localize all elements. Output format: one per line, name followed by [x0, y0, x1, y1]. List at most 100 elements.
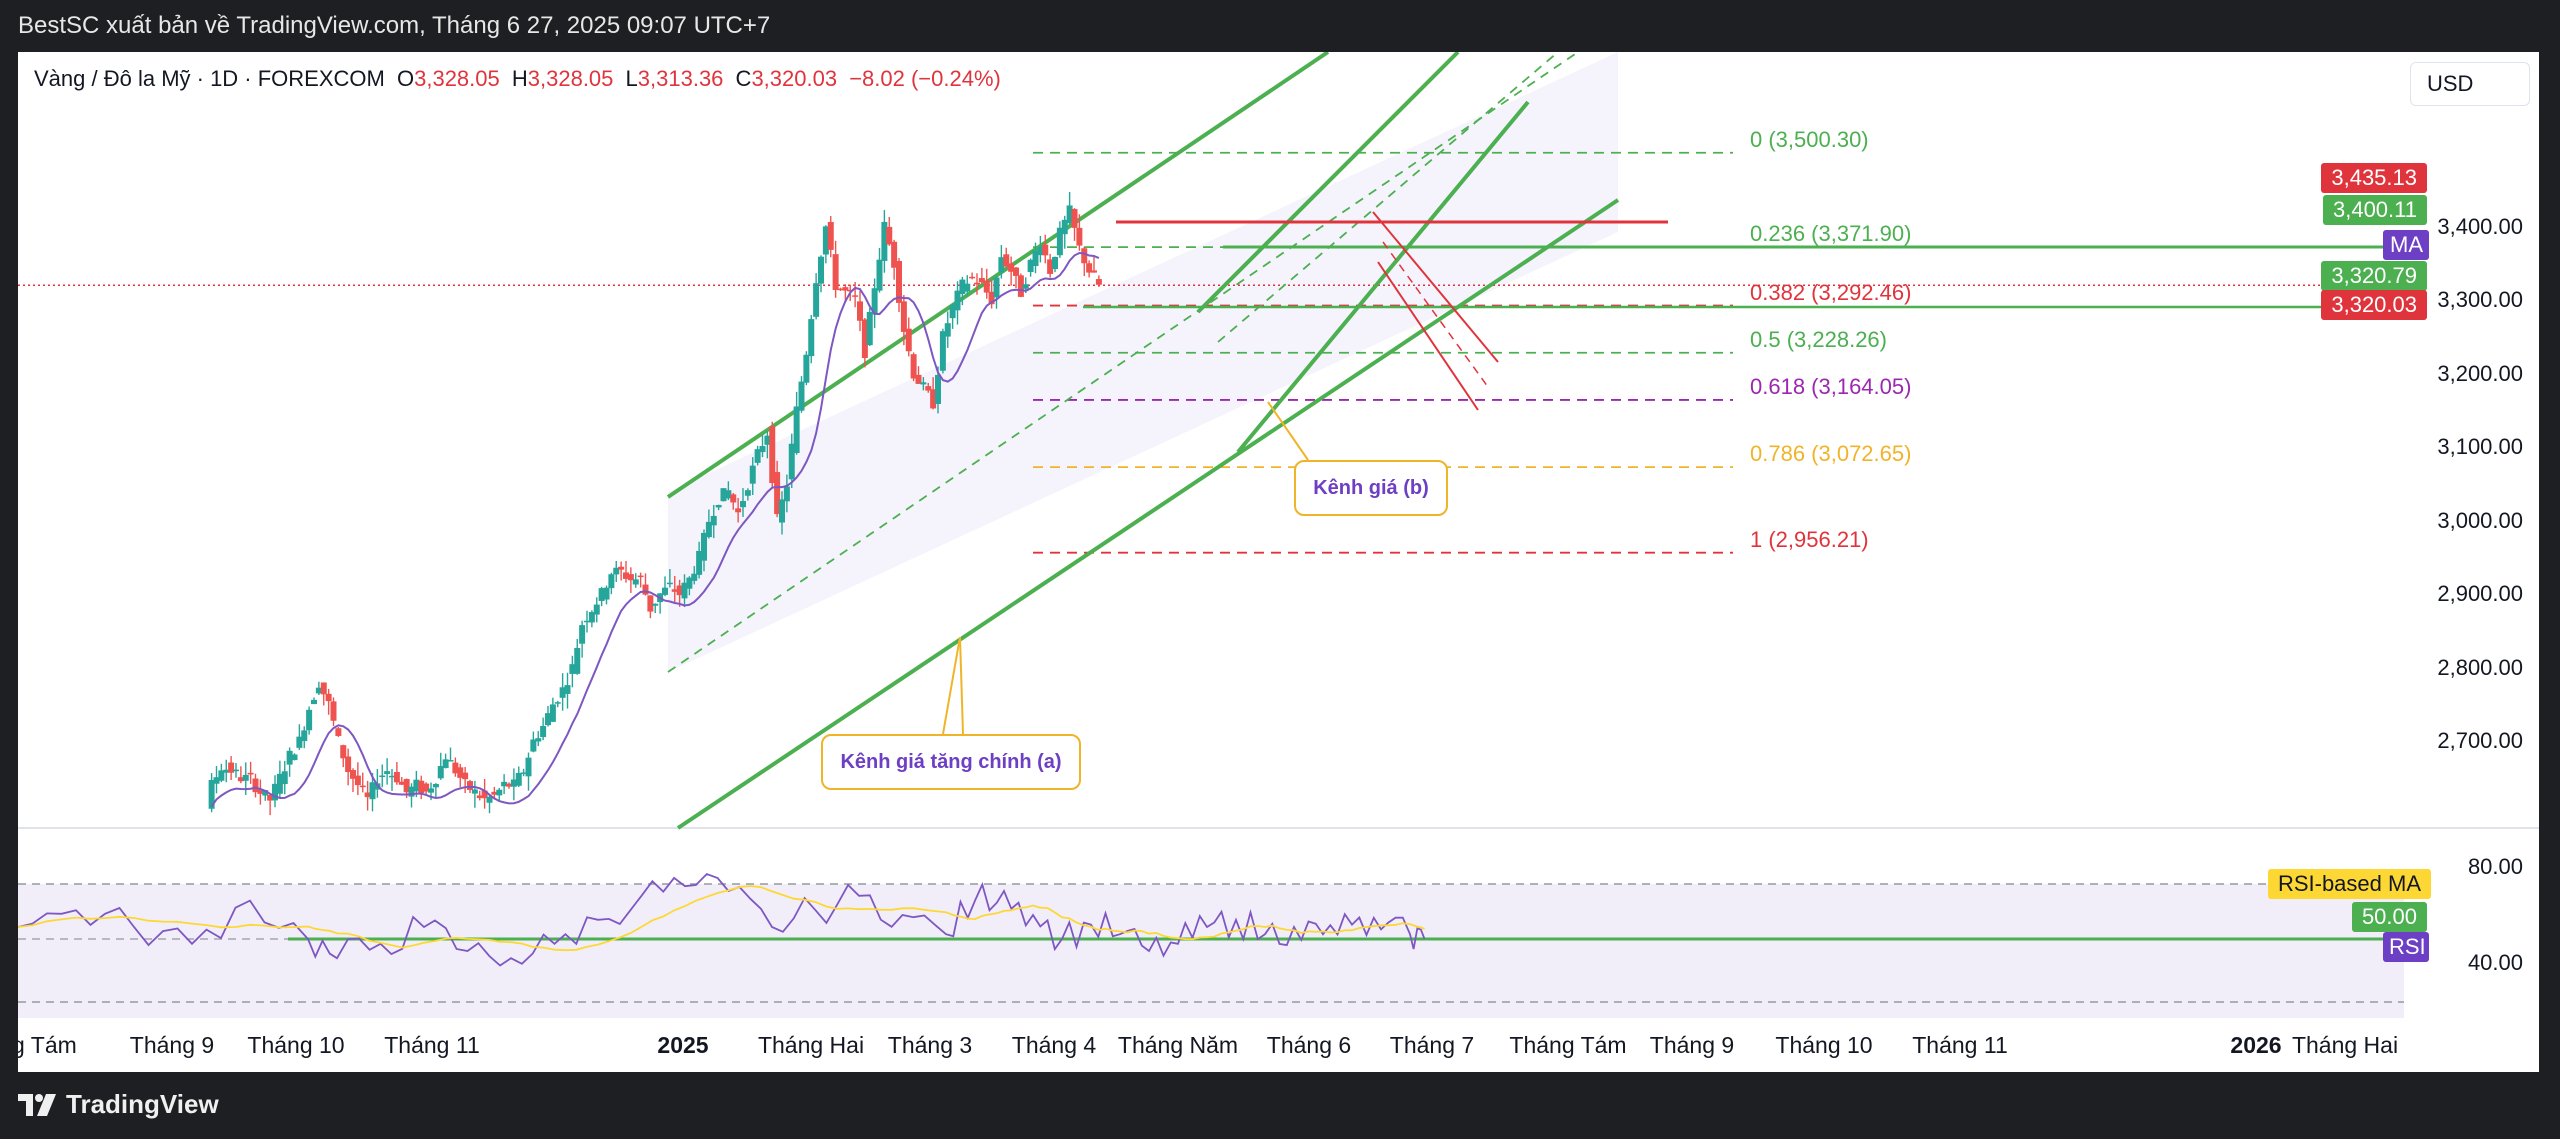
candle-body [1056, 227, 1063, 256]
candle-body [452, 762, 459, 774]
candle-body [569, 664, 576, 674]
candle-body [613, 567, 620, 575]
candle-body [915, 374, 922, 384]
rsi-tick: 80.00 [2467, 854, 2523, 879]
candle-body [588, 612, 595, 623]
candle-body [603, 587, 610, 600]
candle-body [398, 781, 405, 785]
candle-body [944, 323, 951, 337]
candle-body [520, 772, 527, 774]
candle-body [291, 754, 298, 761]
symbol-label[interactable]: Vàng / Đô la Mỹ · 1D · FOREXCOM [34, 66, 385, 91]
candle-body [345, 756, 352, 773]
candle-body [798, 381, 805, 411]
candle-body [896, 261, 902, 303]
candle-body [506, 783, 512, 787]
candle-body [1086, 263, 1093, 273]
close-label: C [735, 66, 752, 91]
chart-panel[interactable]: Vàng / Đô la Mỹ · 1D · FOREXCOM O3,328.0… [18, 52, 2539, 1072]
candle-body [335, 728, 342, 736]
attribution-text: BestSC xuất bản về TradingView.com, Thán… [18, 12, 771, 39]
candle-body [881, 221, 888, 261]
channel-a-upper [666, 52, 1330, 499]
candle-body [574, 647, 581, 674]
candle-body [1013, 267, 1019, 276]
candle-body [257, 789, 264, 794]
candle-body [974, 282, 980, 285]
candle-body [749, 465, 756, 484]
candle-body [832, 254, 839, 290]
candle-body [252, 778, 259, 793]
time-tick: Tháng 9 [129, 1032, 215, 1058]
candle-body [354, 775, 361, 786]
candle-body [876, 259, 883, 291]
candle-body [954, 290, 961, 311]
time-tick: Tháng 11 [1912, 1032, 2008, 1058]
candle-body [652, 603, 659, 606]
channel-a-lower [676, 198, 1620, 830]
candle-body [861, 319, 868, 358]
currency-selector[interactable]: USD [2410, 62, 2530, 106]
candle-body [725, 490, 732, 499]
candle-body [301, 730, 308, 742]
price-tag-resistance: 3,400.11 [2322, 195, 2427, 225]
candle-body [1066, 205, 1073, 224]
candle-body [369, 782, 376, 800]
candle-body [530, 739, 537, 752]
candle-body [676, 585, 683, 596]
candle-body [886, 226, 893, 245]
low-label: L [625, 66, 638, 91]
candle-body [311, 699, 317, 705]
candle-body [1032, 250, 1039, 267]
time-tick: Tháng 4 [1011, 1032, 1097, 1058]
candle-body [403, 779, 410, 793]
candle-body [740, 501, 746, 508]
candle-body [730, 494, 737, 503]
candle-body [871, 288, 878, 315]
time-tick: Tháng 6 [1266, 1032, 1352, 1058]
down-channel-mid [1382, 241, 1489, 388]
tradingview-logo[interactable]: TradingView [18, 1089, 219, 1120]
candle-body [852, 295, 859, 297]
time-tick: Tháng Hai [757, 1032, 865, 1058]
candle-body [384, 771, 391, 775]
candle-body [847, 289, 854, 292]
candle-body [496, 789, 503, 796]
high-value: 3,328.05 [527, 66, 614, 91]
candle-body [545, 713, 551, 726]
price-chart[interactable] [18, 52, 2539, 1072]
candle-body [783, 486, 790, 502]
candle-body [1071, 209, 1078, 228]
candle-body [939, 331, 946, 371]
candle-body [1047, 259, 1054, 274]
candle-body [998, 257, 1005, 273]
candle-body [447, 760, 454, 762]
candle-body [744, 490, 751, 496]
candle-body [964, 283, 971, 292]
candle-body [228, 762, 235, 773]
candle-body [350, 770, 356, 779]
fib-label-0.5: 0.5 (3,228.26) [1750, 326, 1887, 352]
candle-body [491, 791, 498, 795]
candle-body [925, 386, 932, 391]
down-channel-lower [1377, 261, 1479, 411]
rsi-ma-tag: RSI-based MA [2267, 869, 2431, 899]
price-tag-high: 3,435.13 [2321, 163, 2427, 193]
callout-a-pointer-right [959, 636, 964, 735]
candle-body [389, 775, 395, 778]
candle-body [330, 701, 337, 721]
candle-body [413, 779, 420, 792]
ohlc-legend: Vàng / Đô la Mỹ · 1D · FOREXCOM O3,328.0… [34, 66, 1001, 92]
candle-body [696, 550, 703, 575]
candle-body [949, 304, 956, 319]
candle-body [720, 488, 727, 502]
candle-body [276, 773, 283, 794]
candle-body [608, 574, 615, 589]
candle-body [437, 766, 444, 779]
candle-body [691, 573, 698, 581]
candle-body [681, 582, 688, 599]
time-tick: Tháng 3 [887, 1032, 973, 1058]
candle-body [671, 589, 678, 592]
candle-body [969, 276, 976, 279]
candle-body [296, 736, 303, 748]
